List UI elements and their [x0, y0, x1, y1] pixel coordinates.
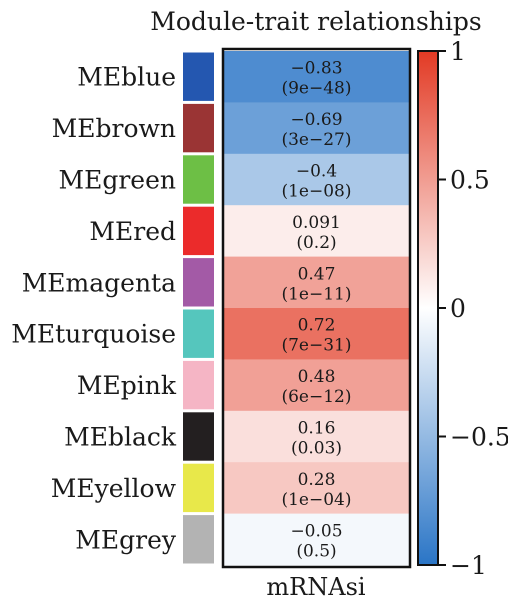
heatmap-cell	[224, 51, 409, 103]
correlation-label: −0.4	[296, 162, 337, 182]
module-color-swatch	[183, 412, 214, 461]
correlation-label: 0.091	[292, 213, 341, 233]
module-label: MEturquoise	[11, 320, 176, 349]
heatmap-cell	[224, 513, 409, 566]
module-label: MEred	[89, 217, 176, 246]
correlation-label: 0.28	[298, 470, 336, 490]
heatmap-row: MEmagenta 0.47(1e−11)	[22, 256, 409, 309]
heatmap-row: MEbrown −0.69(3e−27)	[52, 102, 409, 155]
heatmap-row: MEgrey −0.05(0.5)	[75, 513, 409, 566]
p-value-label: (9e−48)	[281, 79, 351, 99]
heatmap-cell	[224, 410, 409, 463]
scale-tick-label: 1	[450, 37, 466, 66]
scale-tick-label: 0.5	[450, 166, 490, 195]
heatmap-row: MEturquoise 0.72(7e−31)	[11, 308, 409, 360]
module-label: MEmagenta	[22, 268, 176, 297]
correlation-label: 0.16	[298, 419, 336, 439]
correlation-label: 0.48	[298, 367, 336, 387]
module-label: MEpink	[77, 371, 177, 400]
p-value-label: (6e−12)	[281, 387, 351, 407]
heatmap-cell	[224, 256, 409, 309]
heatmap-cell	[224, 462, 409, 515]
module-color-swatch	[183, 360, 214, 410]
module-color-swatch	[183, 52, 214, 101]
heatmap-frame	[221, 47, 412, 569]
p-value-label: (0.03)	[291, 439, 342, 459]
heatmap-row: MEblue −0.83(9e−48)	[77, 51, 409, 103]
heatmap-cell	[224, 102, 409, 155]
heatmap-cell	[224, 359, 409, 412]
color-scale-bar	[417, 50, 439, 566]
heatmap-rows: MEblue −0.83(9e−48) MEbrown −0.69(3e−27) MEg…	[11, 51, 409, 566]
module-color-swatch	[183, 206, 214, 256]
heatmap-row: MEyellow 0.28(1e−04)	[51, 462, 409, 515]
module-label: MEblack	[64, 423, 177, 452]
chart-title: Module-trait relationships	[150, 7, 481, 36]
heatmap-row: MEred 0.091(0.2)	[89, 205, 409, 258]
correlation-label: −0.83	[290, 59, 342, 79]
correlation-label: 0.72	[298, 316, 336, 336]
heatmap-cell	[224, 153, 409, 206]
module-label: MEblue	[77, 63, 176, 92]
module-color-swatch	[183, 463, 214, 513]
module-color-swatch	[183, 103, 214, 153]
p-value-label: (0.2)	[296, 233, 336, 253]
heatmap-cell	[224, 205, 409, 258]
color-scale-ticks: 1 0.5 0 −0.5 −1	[438, 37, 508, 580]
correlation-label: −0.69	[290, 110, 342, 130]
module-color-swatch	[183, 155, 214, 204]
p-value-label: (1e−11)	[281, 284, 351, 304]
module-color-swatch	[183, 258, 214, 307]
module-color-swatch	[183, 309, 214, 358]
p-value-label: (1e−04)	[281, 490, 351, 510]
module-label: MEyellow	[51, 474, 177, 503]
module-label: MEgrey	[75, 525, 177, 554]
scale-tick-label: −0.5	[450, 423, 508, 452]
correlation-label: −0.05	[290, 521, 342, 541]
p-value-label: (1e−08)	[281, 182, 351, 202]
heatmap-row: MEpink 0.48(6e−12)	[77, 359, 409, 412]
heatmap-row: MEblack 0.16(0.03)	[64, 410, 409, 463]
correlation-label: 0.47	[298, 264, 336, 284]
module-color-swatch	[183, 515, 214, 564]
scale-tick-label: −1	[450, 551, 487, 580]
scale-tick-label: 0	[450, 294, 466, 323]
module-label: MEbrown	[52, 114, 176, 143]
p-value-label: (3e−27)	[281, 130, 351, 150]
p-value-label: (0.5)	[296, 541, 336, 561]
heatmap-cell	[224, 308, 409, 360]
column-label: mRNAsi	[266, 573, 365, 601]
heatmap-row: MEgreen −0.4(1e−08)	[59, 153, 409, 206]
module-label: MEgreen	[59, 166, 177, 195]
p-value-label: (7e−31)	[281, 336, 351, 356]
